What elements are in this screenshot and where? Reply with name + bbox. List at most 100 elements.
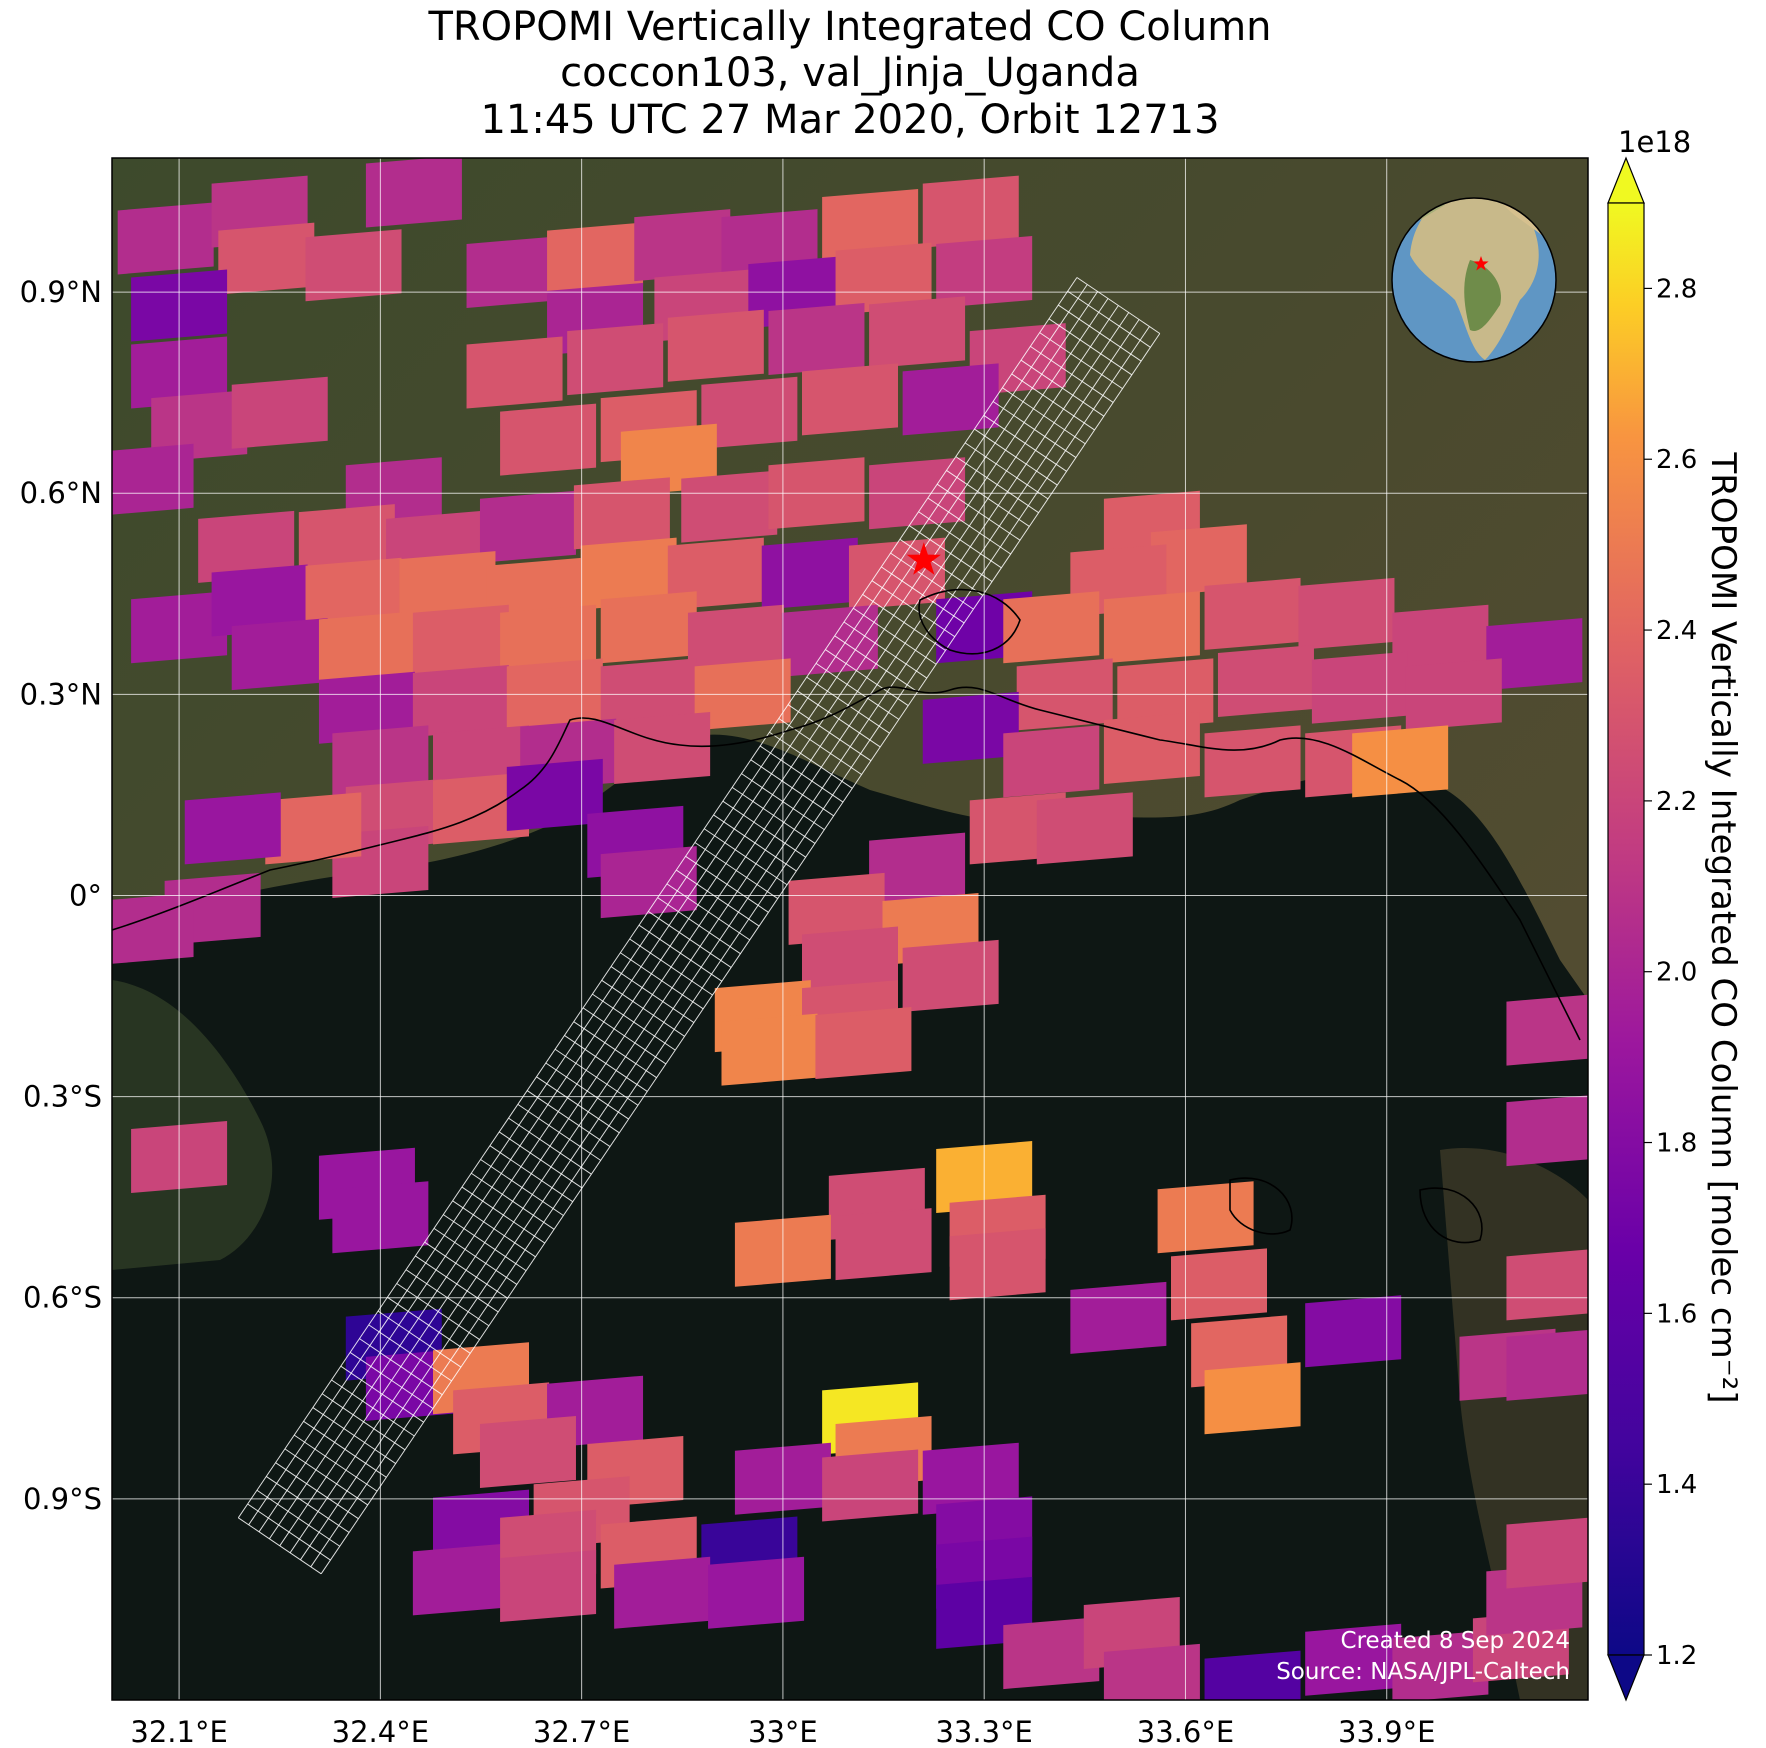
co-pixel bbox=[573, 477, 670, 550]
co-pixel bbox=[506, 758, 603, 831]
co-pixel bbox=[1305, 1295, 1402, 1368]
co-pixel bbox=[151, 390, 248, 463]
lat-tick-label: 0.6°N bbox=[20, 476, 102, 510]
co-pixel bbox=[922, 691, 1019, 764]
longitude-ticks: 32.1°E 32.4°E 32.7°E 33°E 33.3°E 33.6°E 33.9°E bbox=[130, 1715, 1435, 1748]
colorbar-exponent: 1e18 bbox=[1618, 125, 1691, 159]
co-pixel bbox=[721, 1013, 818, 1086]
lon-tick-label: 32.7°E bbox=[533, 1715, 630, 1748]
co-pixel bbox=[1103, 591, 1200, 664]
co-pixel bbox=[788, 872, 885, 945]
co-pixel bbox=[1157, 1181, 1254, 1254]
lat-tick-label: 0.9°N bbox=[20, 275, 102, 309]
co-pixel bbox=[848, 537, 945, 610]
co-pixel bbox=[1352, 725, 1449, 798]
co-pixel bbox=[1506, 1517, 1588, 1589]
co-pixel bbox=[634, 209, 731, 282]
co-pixel bbox=[318, 611, 415, 684]
title-line-3: 11:45 UTC 27 Mar 2020, Orbit 12713 bbox=[480, 97, 1220, 143]
colorbar-tick-label: 1.8 bbox=[1656, 1129, 1697, 1159]
co-pixel bbox=[822, 1449, 919, 1522]
co-pixel bbox=[399, 551, 496, 624]
coastline bbox=[112, 588, 1581, 1244]
co-pixel bbox=[265, 792, 362, 865]
co-pixel bbox=[614, 711, 711, 784]
latitude-ticks: 0.9°N 0.6°N 0.3°N 0° 0.3°S 0.6°S 0.9°S bbox=[20, 275, 102, 1516]
co-pixel bbox=[231, 618, 328, 691]
co-pixel bbox=[1204, 577, 1301, 650]
footprint-line bbox=[310, 326, 1150, 1568]
co-pixel bbox=[1070, 1281, 1167, 1354]
colorbar-tick-label: 1.2 bbox=[1656, 1641, 1697, 1671]
colorbar-tick-label: 1.4 bbox=[1656, 1470, 1697, 1500]
co-pixel bbox=[466, 336, 563, 409]
lat-tick-label: 0.9°S bbox=[23, 1482, 102, 1516]
co-pixel bbox=[1486, 618, 1583, 691]
co-pixel bbox=[815, 1006, 912, 1079]
co-pixel bbox=[117, 202, 214, 275]
footprint-line bbox=[237, 277, 1078, 1519]
lat-tick-label: 0.3°S bbox=[23, 1080, 102, 1114]
gridlines bbox=[112, 158, 1588, 1700]
colorbar-tick-label: 2.0 bbox=[1656, 958, 1697, 988]
co-pixel bbox=[1392, 1630, 1489, 1700]
lat-tick-label: 0.3°N bbox=[20, 677, 102, 711]
co-pixel bbox=[567, 323, 664, 396]
colorbar-tick-label: 2.6 bbox=[1656, 445, 1697, 475]
co-pixel bbox=[869, 296, 966, 369]
co-pixel bbox=[433, 772, 529, 845]
co-pixel bbox=[802, 926, 898, 999]
co-pixel bbox=[500, 1550, 597, 1623]
lon-tick-label: 33.9°E bbox=[1338, 1715, 1435, 1748]
co-pixel bbox=[1506, 1249, 1588, 1321]
title-line-2: coccon103, val_Jinja_Uganda bbox=[560, 50, 1140, 96]
co-pixel bbox=[466, 235, 563, 308]
co-pixel bbox=[580, 537, 677, 610]
co-pixel bbox=[412, 665, 509, 738]
co-pixel bbox=[922, 175, 1019, 248]
lon-tick-label: 33.6°E bbox=[1137, 1715, 1234, 1748]
co-pixel bbox=[479, 490, 576, 563]
inset-globe bbox=[1391, 197, 1557, 363]
footprint-line bbox=[279, 305, 1119, 1547]
co-pixel bbox=[211, 564, 308, 637]
co-pixel bbox=[198, 510, 295, 583]
co-pixel bbox=[305, 229, 402, 302]
co-pixel bbox=[1103, 1643, 1200, 1700]
colorbar-tick-label: 2.8 bbox=[1656, 274, 1697, 304]
co-pixel bbox=[412, 1543, 509, 1616]
co-pixel bbox=[1217, 644, 1314, 717]
lon-tick-label: 33.3°E bbox=[935, 1715, 1032, 1748]
co-pixel bbox=[667, 537, 764, 610]
footprint-grid-overlay bbox=[237, 277, 1161, 1575]
co-pixel bbox=[231, 376, 328, 449]
co-pixel bbox=[781, 604, 878, 677]
lat-tick-label: 0° bbox=[69, 878, 102, 912]
co-pixel bbox=[1506, 994, 1588, 1066]
co-pixel bbox=[1506, 1095, 1588, 1167]
footprint-line bbox=[320, 333, 1161, 1575]
colorbar: 1.2 1.4 1.6 1.8 2.0 2.2 2.4 2.6 2.8 1e18 TROPOMI… bbox=[1607, 125, 1743, 1702]
lat-tick-label: 0.6°S bbox=[23, 1281, 102, 1315]
footprint-line bbox=[248, 284, 1088, 1526]
colorbar-extend-min bbox=[1607, 1654, 1645, 1702]
co-pixel bbox=[218, 222, 315, 295]
co-pixel bbox=[835, 1208, 932, 1281]
co-pixel bbox=[547, 222, 644, 295]
credit-created: Created 8 Sep 2024 bbox=[1341, 1628, 1570, 1654]
colorbar-tick-label: 2.2 bbox=[1656, 787, 1697, 817]
co-pixel bbox=[708, 1556, 805, 1629]
co-pixel bbox=[1311, 651, 1408, 724]
co-pixel bbox=[365, 158, 462, 228]
co-pixel bbox=[412, 604, 509, 677]
co-pixel bbox=[869, 832, 966, 905]
co-pixel bbox=[822, 189, 919, 262]
co-pixel bbox=[298, 504, 395, 577]
co-pixel bbox=[305, 557, 402, 630]
co-pixel bbox=[1036, 792, 1133, 865]
footprint-line bbox=[300, 319, 1140, 1561]
co-pixel bbox=[902, 939, 999, 1012]
co-pixel bbox=[1003, 1617, 1100, 1690]
co-pixel bbox=[949, 1228, 1046, 1301]
